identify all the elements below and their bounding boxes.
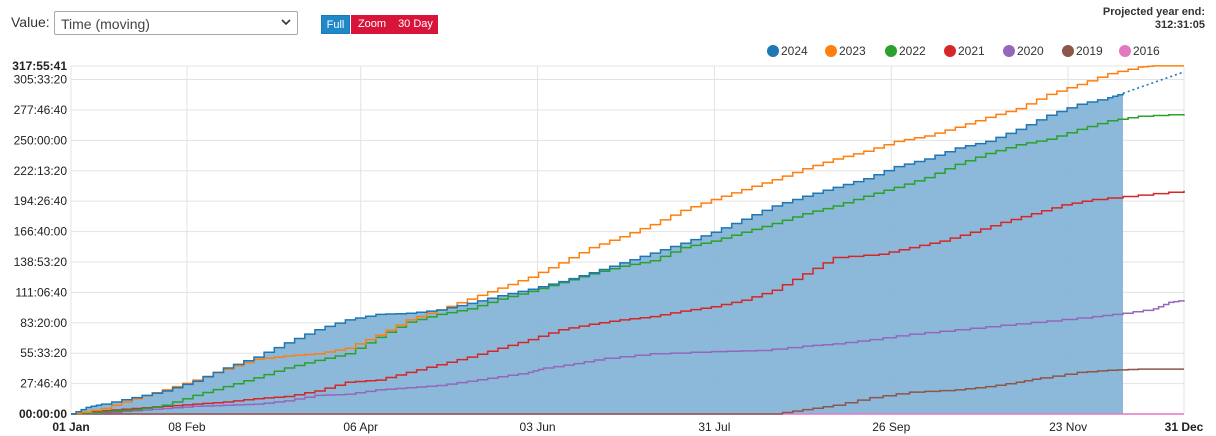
legend-label: 2019 bbox=[1076, 44, 1103, 58]
legend-label: 2023 bbox=[839, 44, 866, 58]
legend-dot-icon bbox=[1062, 45, 1074, 57]
full-button[interactable]: Full bbox=[321, 15, 350, 34]
y-tick-label: 166:40:00 bbox=[14, 225, 68, 239]
x-tick-label: 23 Nov bbox=[1049, 420, 1087, 434]
x-tick-label: 31 Dec bbox=[1165, 420, 1204, 434]
zoom-button[interactable]: Zoom bbox=[351, 15, 393, 34]
y-max-label: 317:55:41 bbox=[12, 59, 67, 73]
y-tick-label: 250:00:00 bbox=[14, 133, 68, 147]
projection-line bbox=[1122, 71, 1185, 95]
series-line-2020 bbox=[71, 300, 1185, 415]
y-tick-label: 277:46:40 bbox=[14, 103, 68, 117]
y-tick-label: 27:46:40 bbox=[20, 377, 67, 391]
x-tick-label: 01 Jan bbox=[52, 420, 89, 434]
legend-dot-icon bbox=[1119, 45, 1131, 57]
projected-year-end-value: 312:31:05 bbox=[1154, 19, 1205, 31]
legend-dot-icon bbox=[885, 45, 897, 57]
y-tick-label: 194:26:40 bbox=[14, 194, 68, 208]
legend-label: 2016 bbox=[1133, 44, 1160, 58]
y-tick-label: 222:13:20 bbox=[14, 164, 68, 178]
legend-dot-icon bbox=[1003, 45, 1015, 57]
x-tick-label: 03 Jun bbox=[520, 420, 556, 434]
y-tick-label: 83:20:00 bbox=[20, 316, 67, 330]
y-tick-label: 55:33:20 bbox=[20, 346, 67, 360]
y-tick-label: 305:33:20 bbox=[14, 73, 68, 87]
x-tick-label: 26 Sep bbox=[872, 420, 910, 434]
value-select-text: Time (moving) bbox=[61, 16, 150, 32]
legend-dot-icon bbox=[825, 45, 837, 57]
y-tick-label: 111:06:40 bbox=[15, 285, 67, 299]
x-tick-label: 08 Feb bbox=[168, 420, 206, 434]
x-tick-label: 06 Apr bbox=[343, 420, 378, 434]
x-tick-label: 31 Jul bbox=[698, 420, 730, 434]
legend-label: 2020 bbox=[1017, 44, 1044, 58]
value-select[interactable]: Time (moving) bbox=[54, 11, 298, 35]
controls-bar: Value: Time (moving) Full Zoom 30 Day Pr… bbox=[0, 0, 1216, 64]
legend-label: 2022 bbox=[899, 44, 926, 58]
chevron-down-icon bbox=[281, 19, 291, 26]
legend-dot-icon bbox=[767, 45, 779, 57]
y-tick-label: 00:00:00 bbox=[19, 407, 67, 421]
series-area-2024 bbox=[71, 93, 1123, 415]
series-layer bbox=[71, 65, 1185, 415]
legend-label: 2024 bbox=[781, 44, 808, 58]
30-day-button[interactable]: 30 Day bbox=[393, 15, 438, 34]
legend-dot-icon bbox=[944, 45, 956, 57]
series-line-2024 bbox=[71, 93, 1124, 415]
value-label: Value: bbox=[11, 14, 50, 30]
legend-label: 2021 bbox=[958, 44, 985, 58]
series-line-2019 bbox=[71, 368, 1184, 415]
series-line-2021 bbox=[71, 190, 1185, 415]
y-tick-label: 138:53:20 bbox=[14, 255, 68, 269]
projected-year-end-label: Projected year end: bbox=[1102, 6, 1205, 18]
series-line-2023 bbox=[71, 65, 1184, 415]
axes: 00:00:00 27:46:40 55:33:20 83:20:00 111:06:4… bbox=[12, 59, 1203, 434]
